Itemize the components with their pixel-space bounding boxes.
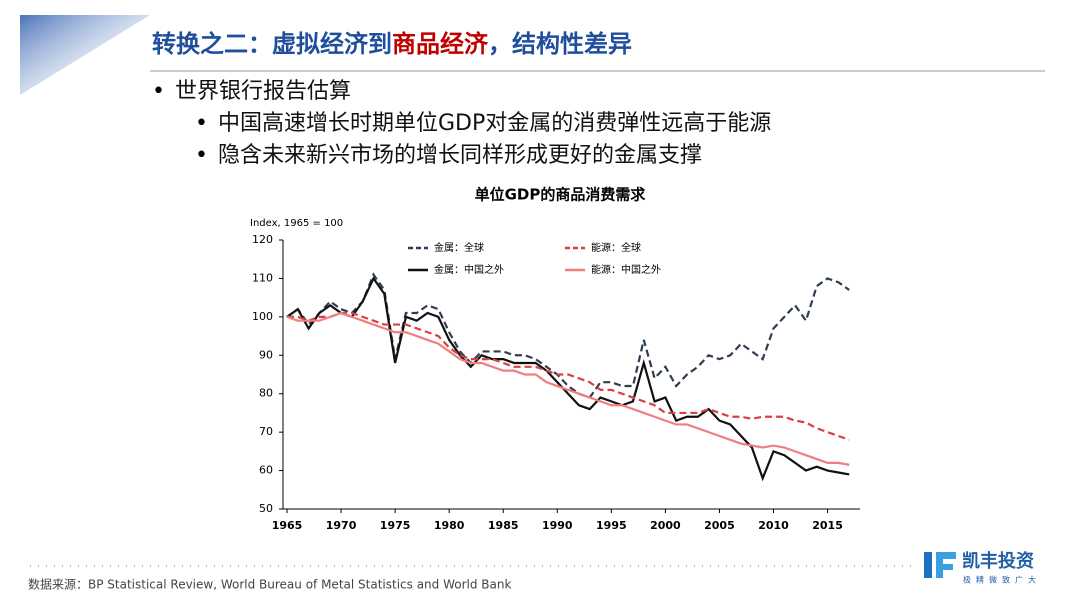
- sub-bullet: 中国高速增长时期单位GDP对金属的消费弹性远高于能源: [218, 111, 771, 136]
- bullet-dot: •: [152, 79, 165, 104]
- logo-mark: [936, 552, 956, 578]
- logo-name: 凯丰投资: [962, 550, 1034, 572]
- series-line: [286, 276, 850, 482]
- bullet-dot: •: [195, 111, 208, 136]
- x-tick-label: 1965: [272, 519, 303, 532]
- title-part: 转换之二：虚拟经济到: [152, 30, 392, 58]
- x-tick-label: 2000: [650, 519, 681, 532]
- source-note: 数据来源：BP Statistical Review, World Bureau…: [28, 577, 511, 592]
- chart-title: 单位GDP的商品消费需求: [475, 186, 647, 204]
- x-tick-label: 1985: [488, 519, 519, 532]
- x-tick-label: 2010: [758, 519, 789, 532]
- legend-label: 能源：全球: [591, 241, 641, 254]
- slide-title: 转换之二：虚拟经济到商品经济，结构性差异: [152, 30, 632, 58]
- y-axis-label: Index, 1965 = 100: [250, 218, 343, 229]
- x-tick-label: 1995: [596, 519, 627, 532]
- sub-bullet: 隐含未来新兴市场的增长同样形成更好的金属支撑: [218, 143, 702, 168]
- logo-tagline: 极精微致广大: [963, 575, 1041, 585]
- title-part: 商品经济: [392, 30, 489, 58]
- y-tick-label: 60: [259, 464, 273, 477]
- title-part: ，结构性差异: [488, 30, 632, 58]
- x-tick-label: 1975: [380, 519, 411, 532]
- legend-label: 金属：中国之外: [434, 263, 504, 276]
- series-line: [286, 272, 850, 399]
- plot: 50 60 70 80 90 100 110 120 1965 1970 1975 1980 1985 1…: [252, 233, 860, 532]
- x-tick-label: 1970: [326, 519, 357, 532]
- y-tick-label: 70: [259, 425, 273, 438]
- bullet: 世界银行报告估算: [175, 79, 351, 104]
- series-line: [287, 311, 850, 441]
- legend-label: 金属：全球: [434, 241, 484, 254]
- y-tick-label: 50: [259, 502, 273, 515]
- x-tick-label: 1980: [434, 519, 465, 532]
- y-tick-label: 120: [252, 233, 273, 246]
- y-tick-label: 80: [259, 387, 273, 400]
- corner-decoration: [20, 15, 150, 95]
- x-tick-label: 1990: [542, 519, 573, 532]
- y-tick-label: 90: [259, 348, 273, 361]
- x-tick-label: 2015: [812, 519, 843, 532]
- logo-mark: [924, 552, 932, 578]
- series-line: [286, 311, 850, 466]
- y-tick-label: 110: [252, 271, 273, 284]
- x-tick-label: 2005: [704, 519, 735, 532]
- y-tick-label: 100: [252, 310, 273, 323]
- bullet-dot: •: [195, 143, 208, 168]
- legend-label: 能源：中国之外: [591, 263, 661, 276]
